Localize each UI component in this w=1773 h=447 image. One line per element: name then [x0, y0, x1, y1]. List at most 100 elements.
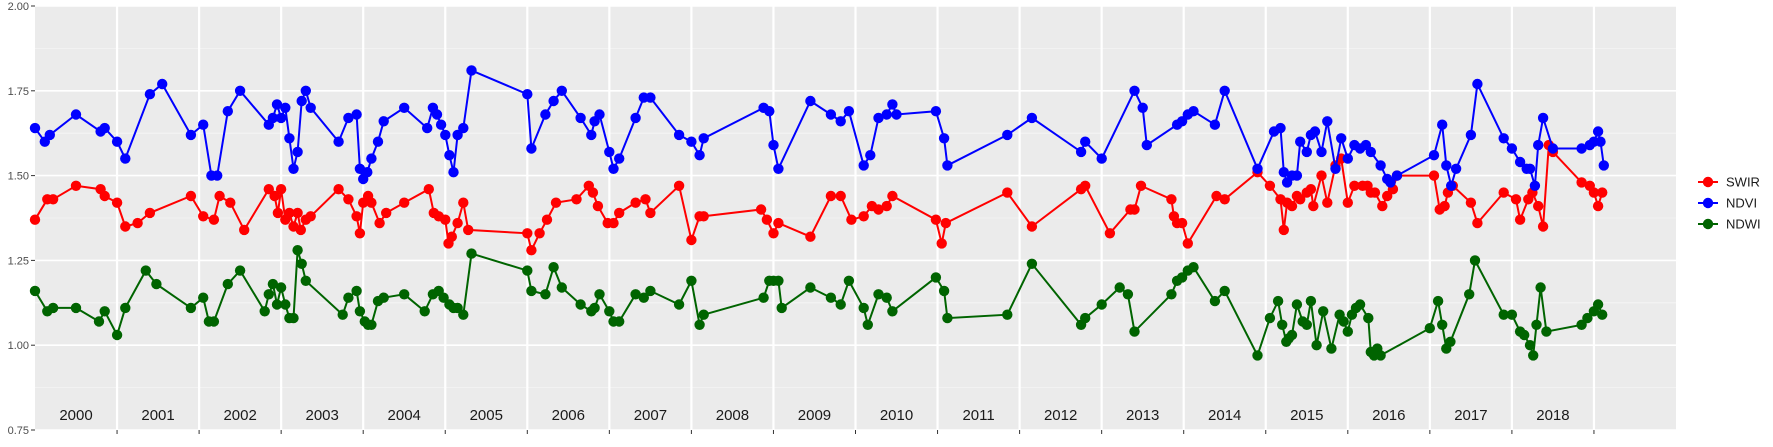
data-point-ndvi	[1441, 160, 1452, 171]
data-point-ndwi	[773, 275, 784, 286]
data-point-swir	[534, 228, 545, 239]
data-point-swir	[458, 197, 469, 208]
data-point-ndvi	[198, 119, 209, 130]
data-point-ndvi	[858, 160, 869, 171]
data-point-ndwi	[1535, 282, 1546, 293]
data-point-swir	[640, 194, 651, 205]
data-point-ndwi	[942, 312, 953, 324]
data-point-swir	[773, 217, 784, 229]
year-label: 2013	[1126, 407, 1159, 424]
data-point-swir	[423, 184, 434, 195]
data-point-ndwi	[938, 285, 950, 297]
data-point-ndwi	[366, 319, 377, 330]
data-point-ndvi	[604, 146, 615, 158]
data-point-ndvi	[1592, 126, 1604, 137]
data-point-swir	[452, 217, 463, 229]
data-point-ndvi	[343, 112, 354, 124]
data-point-ndvi	[292, 146, 303, 158]
data-point-ndwi	[1188, 262, 1199, 273]
year-label: 2017	[1454, 407, 1487, 424]
data-point-ndwi	[694, 319, 705, 330]
data-point-ndvi	[1316, 146, 1327, 158]
data-point-ndwi	[1096, 299, 1107, 310]
data-point-swir	[1533, 200, 1544, 212]
data-point-ndwi	[526, 285, 537, 297]
data-point-ndwi	[93, 316, 105, 327]
data-point-swir	[351, 211, 362, 222]
data-point-swir	[630, 197, 641, 208]
series-swir	[29, 139, 1608, 256]
data-point-ndwi	[1354, 299, 1366, 310]
data-point-ndvi	[1080, 136, 1091, 147]
data-point-ndwi	[930, 272, 942, 283]
data-point-ndwi	[292, 245, 303, 256]
data-point-ndvi	[1533, 139, 1544, 151]
data-point-ndvi	[1219, 85, 1230, 97]
data-point-ndvi	[1428, 150, 1440, 161]
data-point-ndwi	[280, 299, 291, 310]
data-point-ndvi	[280, 102, 291, 114]
data-point-ndvi	[29, 122, 41, 134]
data-point-ndwi	[70, 302, 82, 314]
data-point-swir	[1166, 194, 1177, 205]
y-axis: 0.75 1.00 1.25 1.50 1.75 2.00	[8, 1, 35, 437]
data-point-ndvi	[70, 109, 82, 120]
data-point-ndvi	[222, 106, 233, 117]
data-point-swir	[99, 190, 110, 202]
data-point-ndwi	[1576, 319, 1587, 330]
data-point-swir	[1129, 204, 1140, 215]
data-point-ndwi	[1311, 340, 1322, 351]
data-point-ndwi	[1305, 295, 1317, 307]
data-point-ndwi	[1445, 336, 1456, 347]
data-point-ndvi	[526, 143, 537, 154]
data-point-ndwi	[438, 292, 449, 303]
data-point-ndwi	[630, 289, 641, 300]
data-point-swir	[1264, 180, 1276, 191]
data-point-ndvi	[1365, 146, 1377, 158]
data-point-swir	[1382, 190, 1393, 202]
data-point-ndwi	[645, 285, 656, 297]
data-point-ndvi	[284, 133, 295, 144]
data-point-swir	[1369, 187, 1381, 198]
year-label: 2004	[388, 407, 421, 424]
data-point-ndwi	[271, 299, 283, 310]
data-point-ndvi	[234, 85, 246, 97]
data-point-ndvi	[522, 89, 533, 100]
data-point-ndwi	[337, 309, 348, 320]
data-point-ndvi	[698, 133, 709, 144]
data-point-ndvi	[452, 129, 463, 141]
data-point-ndwi	[267, 278, 279, 290]
data-point-ndwi	[300, 275, 311, 286]
data-point-swir	[645, 207, 656, 219]
data-point-ndwi	[29, 285, 41, 297]
year-label: 2006	[552, 407, 585, 424]
data-point-ndwi	[288, 312, 299, 324]
data-point-swir	[858, 211, 869, 222]
data-point-ndwi	[776, 302, 787, 314]
data-point-ndvi	[440, 129, 451, 141]
data-point-ndwi	[1176, 272, 1188, 283]
data-point-ndwi	[1541, 326, 1552, 337]
data-point-ndvi	[1547, 143, 1559, 154]
data-point-ndwi	[548, 262, 559, 273]
data-point-ndvi	[645, 92, 656, 103]
data-point-ndvi	[1291, 170, 1303, 181]
data-point-swir	[1219, 194, 1230, 205]
y-tick-label: 1.75	[8, 86, 29, 98]
data-point-ndvi	[1465, 129, 1477, 141]
data-point-swir	[1211, 190, 1222, 202]
data-point-swir	[275, 184, 287, 195]
data-point-ndwi	[835, 299, 846, 310]
y-tick-label: 0.75	[8, 425, 29, 437]
data-point-ndwi	[151, 278, 162, 290]
data-point-ndvi	[586, 129, 597, 141]
data-point-ndvi	[1529, 180, 1541, 191]
data-point-ndvi	[120, 153, 131, 164]
series-ndvi	[29, 65, 1610, 191]
data-point-ndvi	[1576, 143, 1587, 154]
data-point-swir	[1316, 170, 1327, 181]
data-point-ndvi	[300, 85, 311, 97]
data-point-swir	[272, 207, 284, 219]
data-point-ndvi	[1252, 163, 1263, 174]
